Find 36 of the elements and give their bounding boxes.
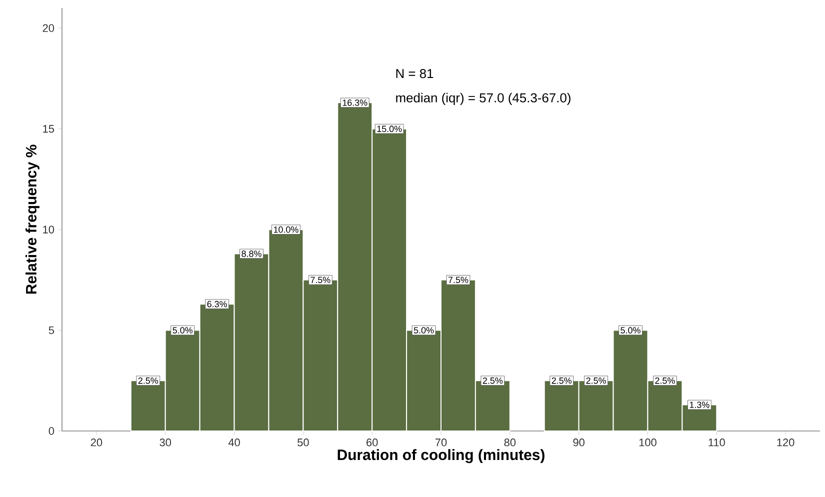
x-tick-label: 40: [228, 438, 240, 446]
data-label: 10.0%: [274, 226, 298, 233]
x-tick-label: 100: [639, 438, 656, 446]
y-axis-title: Relative frequency %: [26, 144, 40, 294]
x-tick-label: 80: [504, 438, 516, 446]
data-label: 5.0%: [620, 327, 640, 334]
y-tick-label: 20: [42, 24, 54, 32]
data-label: 5.0%: [172, 327, 192, 334]
data-label: 1.3%: [690, 402, 710, 408]
data-label: 2.5%: [655, 377, 675, 384]
y-tick-label: 5: [48, 326, 54, 334]
x-tick-label: 30: [160, 438, 172, 446]
data-label: 15.0%: [377, 126, 402, 132]
annotation: N = 81: [396, 68, 434, 78]
x-tick-label: 60: [366, 438, 378, 446]
data-label: 7.5%: [448, 276, 468, 284]
data-label: 2.5%: [586, 377, 606, 384]
data-label: 2.5%: [482, 377, 503, 384]
x-tick-label: 70: [435, 438, 447, 446]
x-tick-label: 50: [298, 438, 309, 446]
data-label: 2.5%: [138, 377, 158, 384]
data-label: 7.5%: [310, 276, 330, 284]
y-tick-label: 15: [43, 125, 54, 133]
x-tick-label: 90: [573, 438, 584, 446]
x-tick-label: 20: [90, 438, 102, 446]
data-label: 5.0%: [414, 327, 434, 334]
x-tick-label: 110: [708, 438, 725, 446]
x-tick-label: 120: [777, 438, 794, 446]
x-axis-title: Duration of cooling (minutes): [338, 449, 544, 464]
y-tick-label: 0: [48, 427, 54, 435]
data-label: 8.8%: [242, 250, 262, 257]
y-tick-label: 10: [43, 226, 54, 234]
data-label: 16.3%: [342, 99, 368, 106]
annotation: median (iqr) = 57.0 (45.3-67.0): [396, 92, 570, 105]
data-label: 2.5%: [552, 377, 572, 384]
data-label: 6.3%: [207, 300, 227, 308]
